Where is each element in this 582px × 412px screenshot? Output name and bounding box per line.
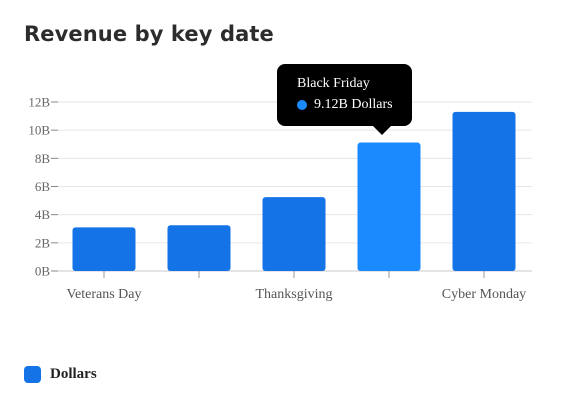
tooltip-value: 9.12B Dollars — [314, 97, 393, 112]
y-tick-label: 2B — [35, 235, 51, 250]
chart-title: Revenue by key date — [24, 22, 274, 46]
y-tick-label: 12B — [28, 95, 50, 110]
y-axis: 0B 2B 4B 6B 8B 10B 12B — [28, 95, 58, 279]
y-tick-label: 10B — [28, 123, 50, 138]
bar[interactable] — [72, 227, 136, 271]
x-tick-label: Cyber Monday — [442, 287, 526, 302]
bar[interactable] — [262, 197, 326, 271]
tooltip-value-row: 9.12B Dollars — [297, 97, 393, 113]
tooltip-title: Black Friday — [297, 76, 370, 91]
tooltip-series-dot — [297, 100, 307, 110]
bar-chart: 0B 2B 4B 6B 8B 10B 12B Veterans Day Thanksgivin… — [28, 95, 532, 302]
bar[interactable] — [357, 142, 421, 271]
legend-label: Dollars — [50, 366, 97, 382]
bar[interactable] — [452, 111, 516, 271]
y-tick-label: 6B — [35, 179, 51, 194]
x-axis: Veterans Day Thanksgiving Cyber Monday — [66, 271, 526, 302]
legend-swatch — [24, 366, 41, 383]
x-tick-label: Thanksgiving — [256, 287, 333, 302]
y-tick-label: 4B — [35, 207, 51, 222]
y-tick-label: 0B — [35, 264, 51, 279]
legend[interactable]: Dollars — [24, 366, 97, 383]
bars — [72, 111, 516, 271]
bar[interactable] — [167, 225, 231, 271]
bar-tooltip: Black Friday 9.12B Dollars — [277, 64, 412, 135]
y-tick-label: 8B — [35, 151, 51, 166]
x-tick-label: Veterans Day — [66, 287, 141, 302]
